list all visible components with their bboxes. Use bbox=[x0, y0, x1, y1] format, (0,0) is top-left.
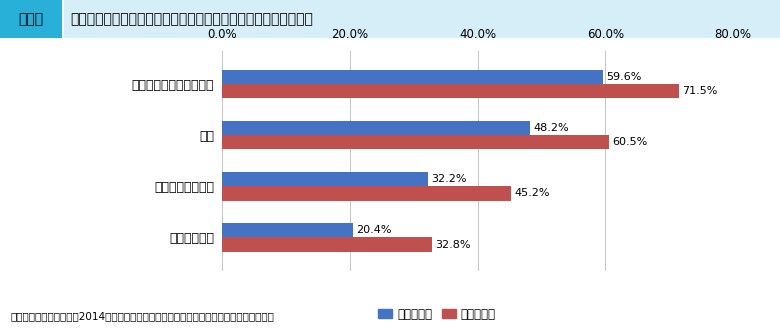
Text: 32.8%: 32.8% bbox=[435, 239, 470, 250]
Bar bbox=[222, 121, 530, 135]
Text: 48.2%: 48.2% bbox=[534, 123, 569, 133]
Text: 震災前の自治会・町内会等の地縁活動と支援者比率・受援者比率: 震災前の自治会・町内会等の地縁活動と支援者比率・受援者比率 bbox=[70, 12, 313, 26]
Text: 32.2%: 32.2% bbox=[431, 174, 466, 184]
Text: 45.2%: 45.2% bbox=[514, 188, 550, 198]
Text: 図表４: 図表４ bbox=[19, 12, 44, 26]
Bar bbox=[222, 237, 432, 252]
Bar bbox=[222, 186, 511, 201]
Bar bbox=[0, 0, 62, 38]
Text: 59.6%: 59.6% bbox=[606, 72, 641, 82]
Bar bbox=[222, 84, 679, 98]
Text: 71.5%: 71.5% bbox=[682, 86, 718, 96]
Bar bbox=[222, 172, 428, 186]
Bar bbox=[222, 223, 353, 237]
Bar bbox=[222, 135, 608, 150]
Text: 60.5%: 60.5% bbox=[612, 137, 647, 147]
Text: 20.4%: 20.4% bbox=[356, 225, 392, 235]
Bar bbox=[222, 70, 603, 84]
Legend: 支援者比率, 受援者比率: 支援者比率, 受援者比率 bbox=[374, 303, 500, 325]
Text: 出典：日本ＮＰＯ学会（2014）「震災からの生活復興と民間支援に関する意識調査概要」: 出典：日本ＮＰＯ学会（2014）「震災からの生活復興と民間支援に関する意識調査概… bbox=[10, 312, 274, 321]
